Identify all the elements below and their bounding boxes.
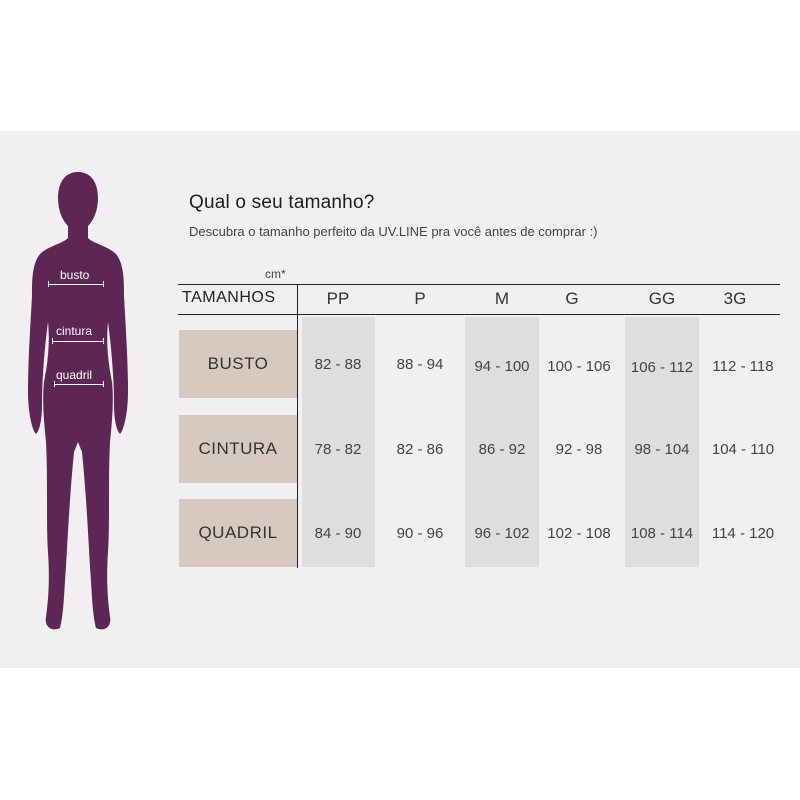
label-quadril: quadril xyxy=(56,368,93,382)
header-bottom-line xyxy=(178,314,780,315)
page-title: Qual o seu tamanho? xyxy=(189,192,375,213)
label-cintura: cintura xyxy=(56,324,93,338)
body-silhouette xyxy=(28,172,128,630)
quadril-tick-right xyxy=(103,381,104,387)
table-cell: 94 - 100 xyxy=(474,358,530,375)
label-busto: busto xyxy=(60,268,90,282)
stripe-m xyxy=(465,317,539,567)
table-cell: 102 - 108 xyxy=(547,525,611,542)
table-cell: 114 - 120 xyxy=(711,525,775,542)
row-label-cintura: CINTURA xyxy=(179,415,297,483)
header-tamanhos: TAMANHOS xyxy=(182,289,276,306)
header-size-m: M xyxy=(494,289,510,308)
busto-tick-right xyxy=(103,281,104,287)
table-cell: 98 - 104 xyxy=(634,441,690,458)
table-cell: 96 - 102 xyxy=(474,525,530,542)
unit-label: cm* xyxy=(265,267,286,281)
body-silhouette-shape xyxy=(28,172,128,630)
table-cell: 112 - 118 xyxy=(712,358,774,375)
table-cell: 106 - 112 xyxy=(630,359,694,376)
table-cell: 86 - 92 xyxy=(478,441,526,458)
column-divider xyxy=(297,284,298,568)
header-size-g: G xyxy=(565,289,579,308)
busto-tick-left xyxy=(48,281,49,287)
row-label-busto: BUSTO xyxy=(179,330,297,398)
header-size-p: P xyxy=(414,289,426,308)
table-cell: 78 - 82 xyxy=(314,441,362,458)
table-cell: 100 - 106 xyxy=(547,358,611,375)
header-top-line xyxy=(178,284,780,285)
header-size-3g: 3G xyxy=(723,289,747,308)
busto-line xyxy=(48,284,104,285)
header-size-pp: PP xyxy=(326,289,350,308)
stripe-gg xyxy=(625,317,699,567)
table-cell: 92 - 98 xyxy=(555,441,603,458)
cintura-tick-left xyxy=(52,338,53,344)
table-cell: 84 - 90 xyxy=(314,525,362,542)
table-cell: 90 - 96 xyxy=(396,525,444,542)
page-subtitle: Descubra o tamanho perfeito da UV.LINE p… xyxy=(189,224,598,239)
stripe-pp xyxy=(302,317,375,567)
cintura-tick-right xyxy=(103,338,104,344)
header-size-gg: GG xyxy=(648,289,676,308)
table-cell: 82 - 88 xyxy=(314,356,362,373)
table-cell: 88 - 94 xyxy=(396,356,444,373)
row-label-quadril: QUADRIL xyxy=(179,499,297,567)
quadril-line xyxy=(54,384,104,385)
table-cell: 108 - 114 xyxy=(630,525,694,542)
cintura-line xyxy=(52,341,104,342)
table-cell: 82 - 86 xyxy=(396,441,444,458)
quadril-tick-left xyxy=(54,381,55,387)
table-cell: 104 - 110 xyxy=(711,441,775,458)
